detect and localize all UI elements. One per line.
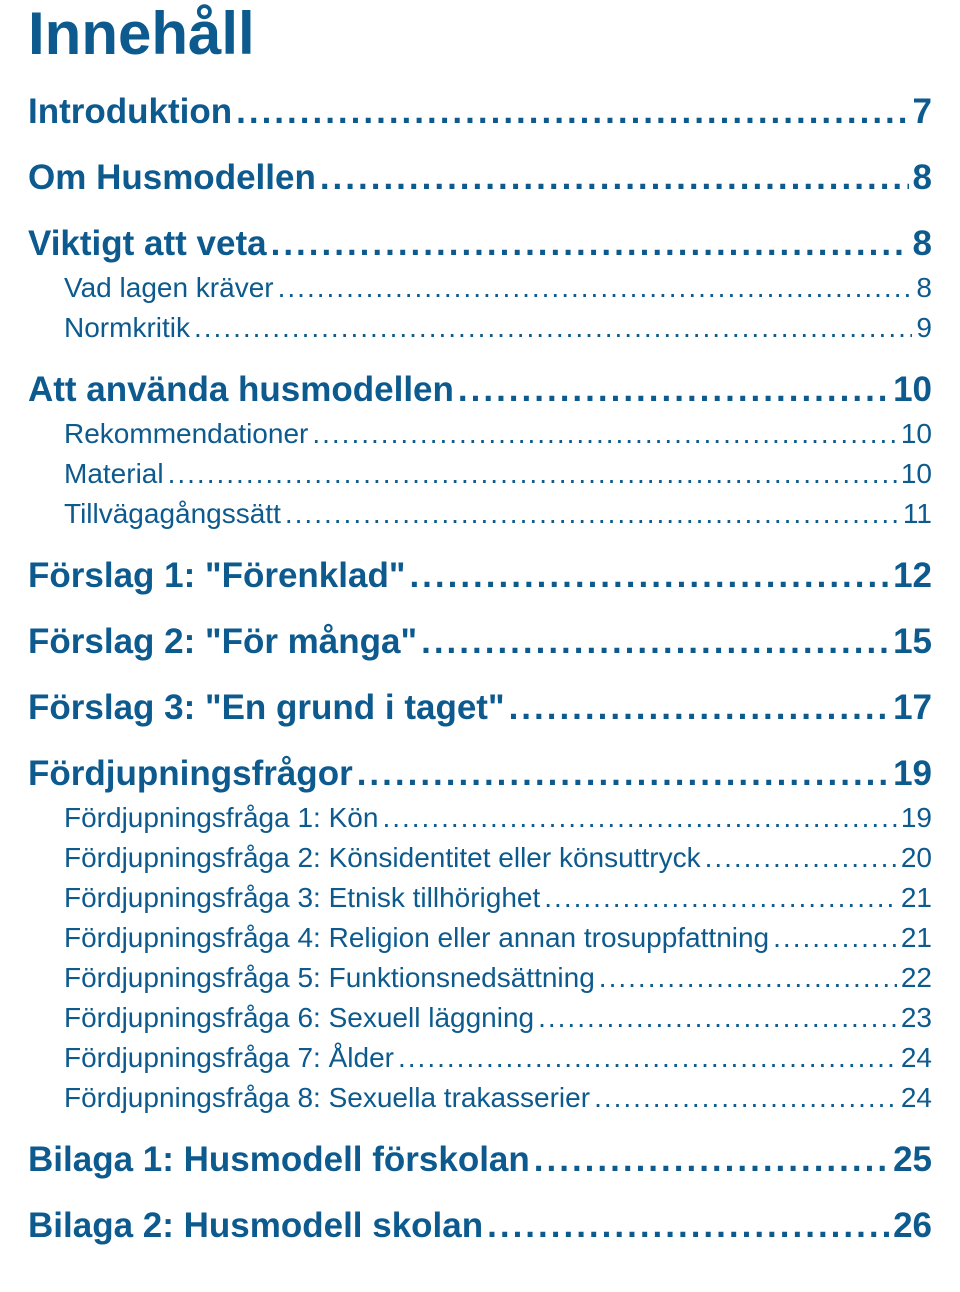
toc-entry-page: 22 [901, 962, 932, 994]
toc-entry-page: 21 [901, 882, 932, 914]
toc-leader-dots [271, 224, 909, 264]
toc-entry-page: 24 [901, 1082, 932, 1114]
toc-entry[interactable]: Fördjupningsfråga 4: Religion eller anna… [28, 922, 932, 954]
toc-entry-page: 10 [893, 370, 932, 410]
toc-entry-label: Fördjupningsfråga 4: Religion eller anna… [64, 922, 769, 954]
toc-entry-label: Fördjupningsfråga 7: Ålder [64, 1042, 394, 1074]
toc-entry-page: 10 [901, 418, 932, 450]
toc-entry[interactable]: Bilaga 1: Husmodell förskolan 25 [28, 1140, 932, 1180]
toc-entry[interactable]: Vad lagen kräver 8 [28, 272, 932, 304]
toc-entry-label: Vad lagen kräver [64, 272, 274, 304]
toc-entry-label: Bilaga 1: Husmodell förskolan [28, 1140, 530, 1180]
toc-leader-dots [705, 842, 897, 874]
toc-entry[interactable]: Fördjupningsfråga 3: Etnisk tillhörighet… [28, 882, 932, 914]
toc-leader-dots [398, 1042, 897, 1074]
toc-entry-page: 19 [893, 754, 932, 794]
toc-entry[interactable]: Fördjupningsfrågor 19 [28, 754, 932, 794]
toc-leader-dots [409, 556, 889, 596]
toc-entry-page: 25 [893, 1140, 932, 1180]
toc-entry-label: Fördjupningsfråga 8: Sexuella trakasseri… [64, 1082, 590, 1114]
toc-entry[interactable]: Viktigt att veta 8 [28, 224, 932, 264]
toc-entry-page: 24 [901, 1042, 932, 1074]
toc-leader-dots [312, 418, 897, 450]
toc-entry[interactable]: Fördjupningsfråga 6: Sexuell läggning 23 [28, 1002, 932, 1034]
toc-entry[interactable]: Förslag 3: "En grund i taget" 17 [28, 688, 932, 728]
toc-entry-label: Normkritik [64, 312, 190, 344]
toc-entry-label: Fördjupningsfråga 6: Sexuell läggning [64, 1002, 534, 1034]
toc-entry[interactable]: Introduktion 7 [28, 92, 932, 132]
toc-entry[interactable]: Att använda husmodellen 10 [28, 370, 932, 410]
toc-entry-page: 7 [913, 92, 932, 132]
toc-leader-dots [194, 312, 912, 344]
toc-leader-dots [487, 1206, 889, 1246]
toc-entry-label: Introduktion [28, 92, 232, 132]
toc-entry-label: Fördjupningsfråga 2: Könsidentitet eller… [64, 842, 701, 874]
toc-entry[interactable]: Fördjupningsfråga 8: Sexuella trakasseri… [28, 1082, 932, 1114]
toc-entry-page: 15 [893, 622, 932, 662]
toc-entry-page: 8 [916, 272, 932, 304]
toc-leader-dots [236, 92, 908, 132]
toc-entry-label: Fördjupningsfråga 3: Etnisk tillhörighet [64, 882, 540, 914]
toc-entry-page: 20 [901, 842, 932, 874]
toc-entry-page: 19 [901, 802, 932, 834]
toc-entry-label: Om Husmodellen [28, 158, 316, 198]
toc-entry-label: Förslag 2: "För många" [28, 622, 417, 662]
toc-entry[interactable]: Om Husmodellen 8 [28, 158, 932, 198]
toc-entry-label: Förslag 1: "Förenklad" [28, 556, 405, 596]
toc-entry-page: 26 [893, 1206, 932, 1246]
toc-list: Introduktion7Om Husmodellen8Viktigt att … [28, 92, 932, 1246]
toc-entry-label: Fördjupningsfråga 1: Kön [64, 802, 378, 834]
toc-entry-page: 9 [916, 312, 932, 344]
toc-entry[interactable]: Material 10 [28, 458, 932, 490]
toc-leader-dots [544, 882, 897, 914]
toc-leader-dots [320, 158, 909, 198]
toc-leader-dots [599, 962, 897, 994]
toc-entry[interactable]: Förslag 2: "För många" 15 [28, 622, 932, 662]
toc-entry-label: Förslag 3: "En grund i taget" [28, 688, 505, 728]
toc-leader-dots [773, 922, 897, 954]
toc-leader-dots [458, 370, 889, 410]
toc-entry-label: Tillvägagångssätt [64, 498, 281, 530]
toc-entry-page: 21 [901, 922, 932, 954]
toc-entry[interactable]: Normkritik 9 [28, 312, 932, 344]
toc-leader-dots [168, 458, 897, 490]
toc-entry[interactable]: Förslag 1: "Förenklad" 12 [28, 556, 932, 596]
toc-entry-page: 12 [893, 556, 932, 596]
toc-leader-dots [357, 754, 889, 794]
toc-leader-dots [285, 498, 899, 530]
toc-entry-label: Fördjupningsfråga 5: Funktionsnedsättnin… [64, 962, 595, 994]
toc-leader-dots [509, 688, 890, 728]
toc-entry[interactable]: Fördjupningsfråga 5: Funktionsnedsättnin… [28, 962, 932, 994]
toc-leader-dots [382, 802, 896, 834]
toc-entry[interactable]: Rekommendationer 10 [28, 418, 932, 450]
toc-entry[interactable]: Fördjupningsfråga 1: Kön 19 [28, 802, 932, 834]
toc-entry-page: 17 [893, 688, 932, 728]
toc-entry-label: Bilaga 2: Husmodell skolan [28, 1206, 483, 1246]
toc-entry-page: 23 [901, 1002, 932, 1034]
toc-entry-page: 8 [913, 224, 932, 264]
toc-entry-page: 11 [903, 498, 932, 530]
toc-leader-dots [594, 1082, 897, 1114]
page-title: Innehåll [28, 0, 932, 64]
toc-leader-dots [421, 622, 889, 662]
toc-entry-label: Rekommendationer [64, 418, 308, 450]
toc-entry-label: Material [64, 458, 164, 490]
toc-entry[interactable]: Fördjupningsfråga 7: Ålder 24 [28, 1042, 932, 1074]
toc-entry[interactable]: Fördjupningsfråga 2: Könsidentitet eller… [28, 842, 932, 874]
toc-entry-label: Fördjupningsfrågor [28, 754, 353, 794]
toc-leader-dots [538, 1002, 897, 1034]
toc-leader-dots [278, 272, 913, 304]
toc-entry[interactable]: Bilaga 2: Husmodell skolan 26 [28, 1206, 932, 1246]
toc-entry-label: Att använda husmodellen [28, 370, 454, 410]
toc-entry-page: 8 [913, 158, 932, 198]
toc-leader-dots [534, 1140, 889, 1180]
toc-entry-page: 10 [901, 458, 932, 490]
toc-entry[interactable]: Tillvägagångssätt 11 [28, 498, 932, 530]
toc-entry-label: Viktigt att veta [28, 224, 267, 264]
